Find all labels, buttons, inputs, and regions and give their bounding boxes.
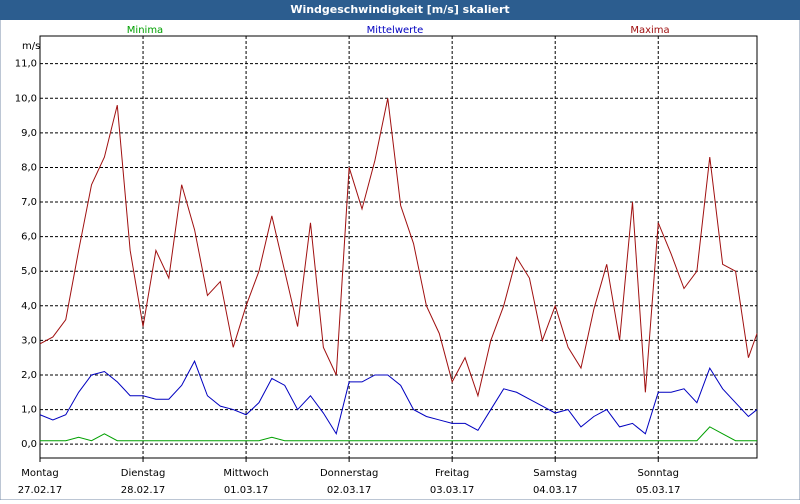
x-tick-label: Freitag [435, 468, 469, 479]
x-tick-date: 04.03.17 [533, 485, 578, 496]
y-tick-label: 1,0 [21, 405, 37, 416]
x-tick-label: Dienstag [121, 468, 166, 479]
y-tick-label: 7,0 [21, 197, 37, 208]
legend-label: Mittelwerte [367, 25, 424, 36]
x-tick-date: 28.02.17 [121, 485, 166, 496]
x-tick-label: Montag [21, 468, 58, 479]
y-tick-label: 3,0 [21, 335, 37, 346]
y-unit: m/s [22, 41, 40, 52]
y-tick-label: 6,0 [21, 232, 37, 243]
y-tick-label: 11,0 [15, 59, 37, 70]
y-tick-label: 5,0 [21, 266, 37, 277]
plot-frame [39, 35, 758, 459]
x-tick-date: 01.03.17 [224, 485, 269, 496]
x-tick-label: Sonntag [637, 468, 679, 479]
x-tick-label: Donnerstag [320, 468, 378, 479]
x-tick-label: Samstag [533, 468, 577, 479]
y-tick-label: 2,0 [21, 370, 37, 381]
x-tick-label: Mittwoch [223, 468, 268, 479]
series-line [39, 98, 758, 398]
y-tick-label: 10,0 [15, 93, 37, 104]
x-tick-date: 03.03.17 [430, 485, 475, 496]
chart-title: Windgeschwindigkeit [m/s] skaliert [290, 3, 509, 16]
title-bar [0, 0, 800, 20]
x-tick-date: 02.03.17 [327, 485, 372, 496]
series-line [39, 359, 758, 436]
x-tick-date: 27.02.17 [18, 485, 63, 496]
series-line [40, 426, 757, 442]
x-tick-date: 05.03.17 [636, 485, 681, 496]
legend-label: Maxima [630, 25, 669, 36]
y-tick-label: 8,0 [21, 162, 37, 173]
legend-label: Minima [127, 25, 163, 36]
y-tick-label: 4,0 [21, 301, 37, 312]
y-tick-label: 0,0 [21, 439, 37, 450]
y-tick-label: 9,0 [21, 128, 37, 139]
